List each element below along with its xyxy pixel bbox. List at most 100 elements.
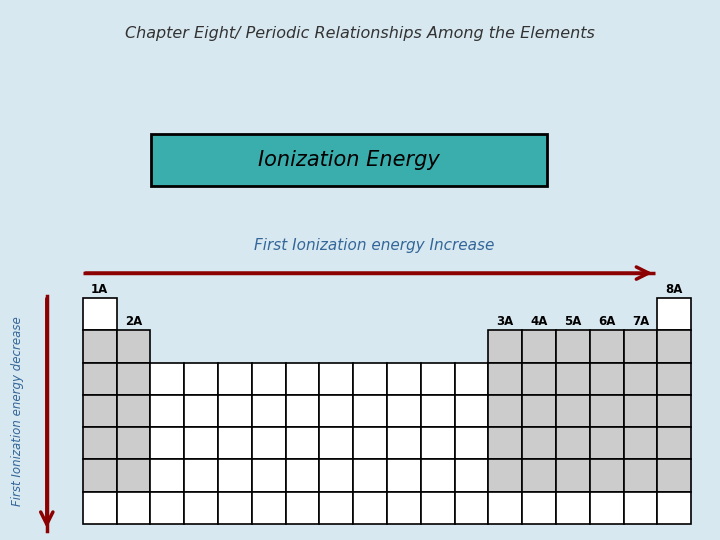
- Bar: [522, 330, 556, 363]
- Bar: [354, 395, 387, 427]
- Bar: [184, 395, 218, 427]
- Bar: [488, 330, 522, 363]
- Bar: [387, 460, 420, 492]
- Bar: [624, 363, 657, 395]
- Bar: [657, 492, 691, 524]
- Bar: [252, 460, 286, 492]
- Bar: [218, 427, 252, 460]
- Bar: [286, 363, 320, 395]
- Bar: [83, 427, 117, 460]
- Bar: [454, 395, 488, 427]
- Bar: [117, 363, 150, 395]
- Bar: [354, 460, 387, 492]
- Bar: [218, 363, 252, 395]
- Bar: [150, 492, 184, 524]
- Bar: [387, 363, 420, 395]
- Text: 3A: 3A: [497, 315, 514, 328]
- Bar: [83, 492, 117, 524]
- Bar: [354, 492, 387, 524]
- Bar: [590, 492, 624, 524]
- Text: 1A: 1A: [91, 283, 108, 296]
- Bar: [184, 460, 218, 492]
- Bar: [454, 460, 488, 492]
- Bar: [184, 427, 218, 460]
- Bar: [117, 427, 150, 460]
- Bar: [218, 460, 252, 492]
- Text: 6A: 6A: [598, 315, 616, 328]
- Bar: [522, 427, 556, 460]
- Bar: [522, 395, 556, 427]
- Bar: [150, 460, 184, 492]
- Bar: [286, 460, 320, 492]
- Bar: [657, 460, 691, 492]
- Bar: [117, 395, 150, 427]
- Bar: [522, 492, 556, 524]
- Text: First Ionization energy decrease: First Ionization energy decrease: [12, 316, 24, 506]
- Bar: [320, 363, 354, 395]
- Bar: [117, 330, 150, 363]
- Text: 5A: 5A: [564, 315, 582, 328]
- Bar: [522, 363, 556, 395]
- Bar: [556, 363, 590, 395]
- Bar: [624, 460, 657, 492]
- Bar: [556, 395, 590, 427]
- Bar: [150, 395, 184, 427]
- Bar: [488, 492, 522, 524]
- Bar: [420, 395, 454, 427]
- Bar: [150, 427, 184, 460]
- Bar: [151, 134, 547, 186]
- Text: 2A: 2A: [125, 315, 142, 328]
- Bar: [624, 330, 657, 363]
- Bar: [387, 427, 420, 460]
- Bar: [252, 395, 286, 427]
- Text: 8A: 8A: [665, 283, 683, 296]
- Bar: [117, 460, 150, 492]
- Bar: [218, 492, 252, 524]
- Bar: [252, 363, 286, 395]
- Bar: [286, 395, 320, 427]
- Bar: [387, 395, 420, 427]
- Bar: [252, 427, 286, 460]
- Bar: [320, 395, 354, 427]
- Bar: [420, 492, 454, 524]
- Bar: [420, 427, 454, 460]
- Bar: [354, 427, 387, 460]
- Bar: [556, 330, 590, 363]
- Bar: [624, 492, 657, 524]
- Text: 4A: 4A: [531, 315, 548, 328]
- Bar: [252, 492, 286, 524]
- Bar: [286, 492, 320, 524]
- Bar: [420, 460, 454, 492]
- Bar: [218, 395, 252, 427]
- Bar: [184, 492, 218, 524]
- Text: Chapter Eight/ Periodic Relationships Among the Elements: Chapter Eight/ Periodic Relationships Am…: [125, 26, 595, 41]
- Bar: [657, 298, 691, 330]
- Bar: [83, 363, 117, 395]
- Bar: [657, 395, 691, 427]
- Bar: [522, 460, 556, 492]
- Bar: [624, 395, 657, 427]
- Bar: [387, 492, 420, 524]
- Bar: [624, 427, 657, 460]
- Bar: [590, 363, 624, 395]
- Bar: [83, 330, 117, 363]
- Bar: [184, 363, 218, 395]
- Bar: [590, 395, 624, 427]
- Bar: [150, 363, 184, 395]
- Bar: [556, 460, 590, 492]
- Bar: [320, 427, 354, 460]
- Bar: [117, 492, 150, 524]
- Bar: [590, 330, 624, 363]
- Bar: [83, 460, 117, 492]
- Bar: [488, 460, 522, 492]
- Bar: [488, 427, 522, 460]
- Bar: [657, 427, 691, 460]
- Bar: [454, 492, 488, 524]
- Bar: [454, 363, 488, 395]
- Text: First Ionization energy Increase: First Ionization energy Increase: [254, 238, 495, 253]
- Text: Ionization Energy: Ionization Energy: [258, 150, 440, 170]
- Bar: [420, 363, 454, 395]
- Bar: [83, 395, 117, 427]
- Bar: [320, 492, 354, 524]
- Bar: [556, 492, 590, 524]
